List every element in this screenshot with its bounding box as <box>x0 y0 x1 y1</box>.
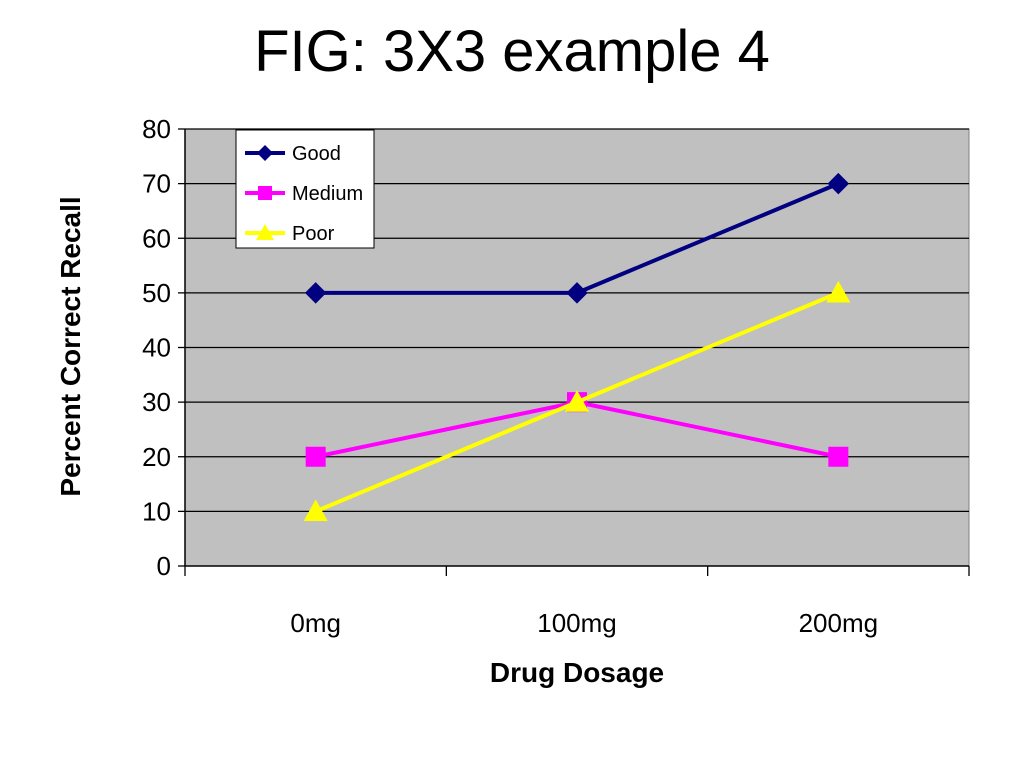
legend-label-poor: Poor <box>292 223 335 245</box>
data-point-good <box>827 172 850 195</box>
data-point-poor <box>303 499 328 521</box>
legend-marker-good <box>257 145 273 161</box>
data-point-medium <box>828 446 849 467</box>
x-tick-label: 0mg <box>290 608 341 638</box>
legend-marker-poor <box>256 224 274 240</box>
legend-marker-medium <box>258 186 272 200</box>
y-tick-label: 10 <box>142 496 171 526</box>
data-point-poor <box>826 280 851 303</box>
legend-label-medium: Medium <box>292 183 363 205</box>
x-tick-label: 200mg <box>799 608 879 638</box>
y-tick-label: 40 <box>142 333 171 363</box>
data-point-poor <box>565 390 589 412</box>
x-axis-title: Drug Dosage <box>490 657 664 688</box>
y-tick-label: 60 <box>142 223 171 253</box>
y-axis-title: Percent Correct Recall <box>55 196 86 496</box>
y-tick-label: 70 <box>142 169 171 199</box>
y-tick-label: 30 <box>142 387 171 417</box>
data-point-medium <box>305 446 326 467</box>
data-point-good <box>304 282 327 304</box>
slide-title: FIG: 3X3 example 4 <box>254 19 770 84</box>
y-tick-label: 20 <box>142 442 171 472</box>
x-tick-label: 100mg <box>537 608 617 638</box>
data-point-good <box>566 282 588 304</box>
y-tick-label: 50 <box>142 278 171 308</box>
y-tick-label: 80 <box>142 114 171 144</box>
y-tick-label: 0 <box>157 551 171 581</box>
legend-label-good: Good <box>292 143 341 165</box>
